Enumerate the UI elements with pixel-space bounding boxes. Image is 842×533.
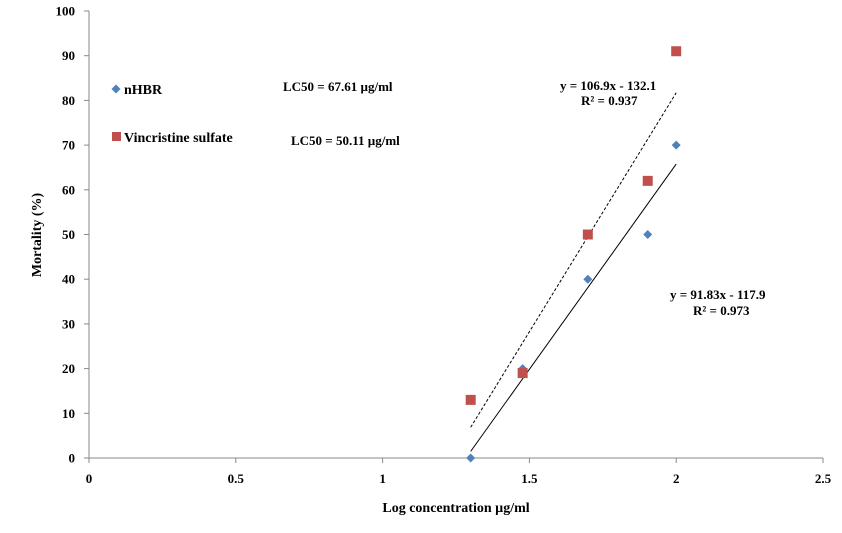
y-tick-label: 100 [56,4,76,19]
point-vincristine [642,175,653,186]
point-nhbr [466,453,476,463]
x-axis-title: Log concentration µg/ml [382,501,529,516]
trendline-nhbr [470,163,677,452]
y-tick-label: 70 [62,138,75,153]
point-vincristine [582,229,593,240]
lc50-vincristine: LC50 = 50.11 µg/ml [291,133,400,148]
y-tick-label: 10 [62,406,75,421]
legend: nHBR Vincristine sulfate [111,83,233,146]
x-tick-label: 1 [379,471,386,486]
r2-vincristine: R² = 0.937 [581,93,638,108]
y-axis-title: Mortality (%) [30,192,45,277]
equation-vincristine: y = 106.9x - 132.1 [560,78,656,93]
y-tick-label: 60 [62,182,75,197]
point-vincristine [465,394,476,405]
legend-label-nhbr: nHBR [124,83,163,98]
y-tick-label: 20 [62,361,75,376]
trendline-vincristine [470,92,677,428]
point-vincristine [671,46,682,57]
equation-nhbr: y = 91.83x - 117.9 [670,287,766,302]
lc50-nhbr: LC50 = 67.61 µg/ml [283,79,393,94]
legend-label-vincristine: Vincristine sulfate [124,131,233,146]
x-tick-label: 2.5 [815,471,832,486]
x-tick-label: 0.5 [228,471,245,486]
x-tick-label: 0 [86,471,93,486]
point-nhbr [583,274,593,284]
y-tick-label: 40 [62,272,75,287]
y-tick-label: 80 [62,93,75,108]
r2-nhbr: R² = 0.973 [693,303,750,318]
legend-marker-vincristine [112,132,121,141]
point-nhbr [643,230,653,239]
x-tick-label: 2 [673,471,680,486]
y-tick-label: 30 [62,316,75,331]
x-tick-label: 1.5 [521,471,538,486]
y-tick-label: 90 [62,48,75,63]
point-nhbr [671,140,681,150]
y-tick-label: 0 [69,451,76,466]
y-tick-label: 50 [62,227,75,242]
legend-marker-nhbr [111,84,121,94]
point-vincristine [517,368,528,379]
